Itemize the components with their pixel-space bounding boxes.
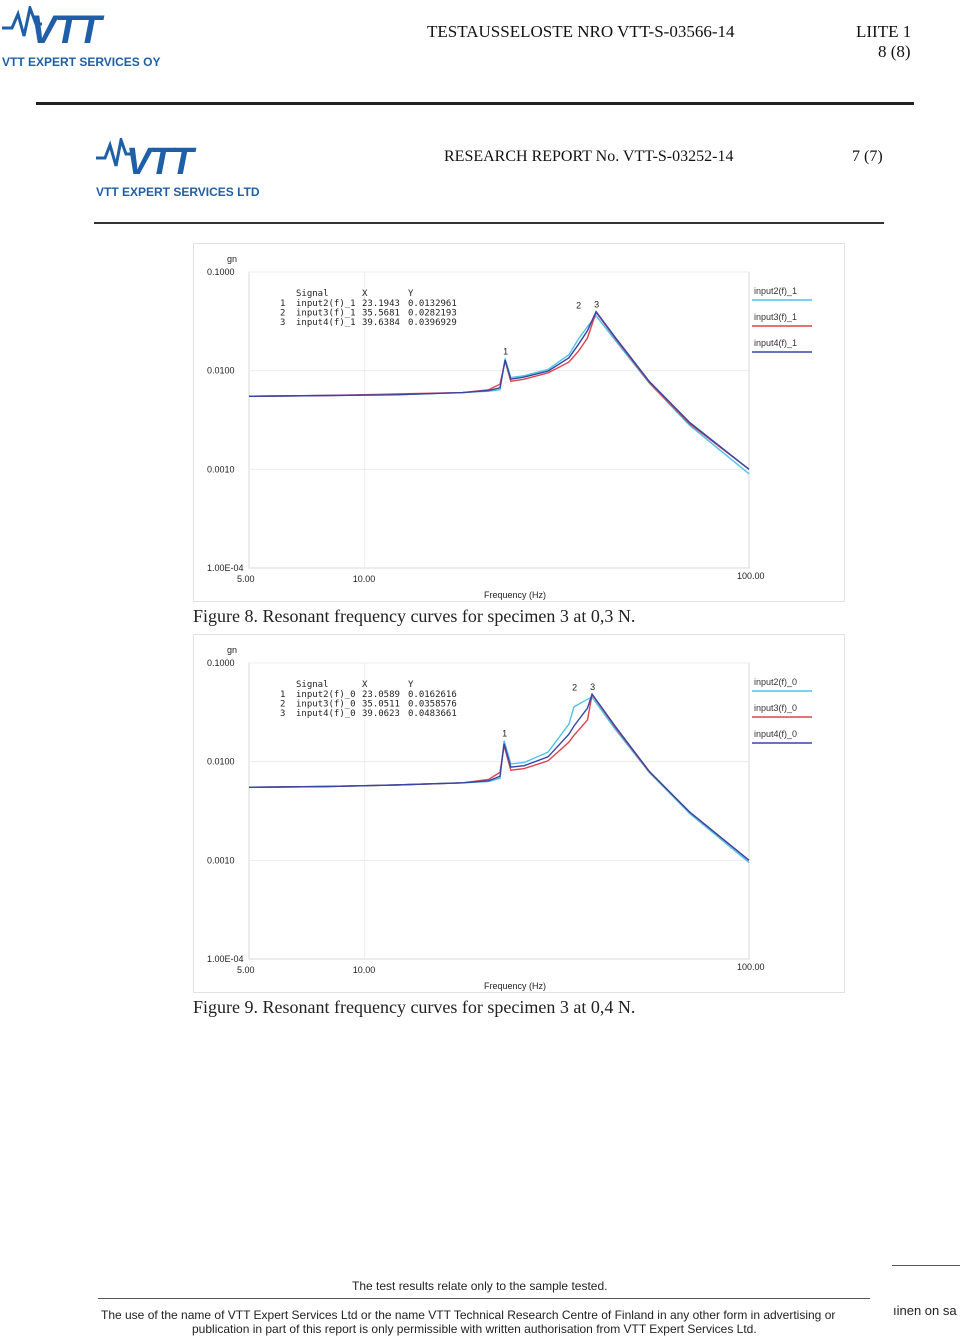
series-line-input3(f)_1	[248, 310, 750, 470]
cursor-table-cell: input3(f)_1	[296, 309, 356, 319]
y-tick-label: 0.0100	[207, 757, 235, 767]
logo: VTT	[30, 8, 102, 52]
cursor-table-cell: 3	[280, 318, 285, 328]
peak-marker-label: 1	[502, 729, 507, 739]
cursor-table-cell: 0.0282193	[408, 309, 457, 319]
cursor-table-cell: 0.0162616	[408, 690, 457, 700]
y-tick-label: 1.00E-04	[207, 954, 244, 964]
inner-report-title: RESEARCH REPORT No. VTT-S-03252-14	[444, 148, 734, 165]
inner-header-rule	[94, 222, 884, 224]
series-line-input2(f)_1	[248, 314, 750, 475]
legend-label-input3(f)_1: input3(f)_1	[754, 312, 797, 322]
cursor-table-header: X	[362, 680, 368, 690]
page-number: 8 (8)	[878, 42, 911, 61]
footer-line-1: The use of the name of VTT Expert Servic…	[101, 1308, 836, 1322]
y-tick-label: 0.0010	[207, 464, 235, 474]
footer-rule	[98, 1298, 870, 1299]
y-axis-label: gn	[227, 254, 237, 264]
report-title: TESTAUSSELOSTE NRO VTT-S-03566-14	[427, 22, 735, 41]
footer-note: The test results relate only to the samp…	[352, 1279, 608, 1293]
cursor-table-cell: input4(f)_0	[296, 709, 356, 719]
chart-figure-9-svg: gn 0.1000 0.0100 0.0010 1.00E-045.00 10.00 100…	[207, 645, 812, 991]
cursor-table-cell: 35.0511	[362, 700, 400, 710]
peak-marker-label: 1	[503, 346, 508, 356]
cursor-table-cell: 3	[280, 709, 285, 719]
cursor-table-cell: 39.0623	[362, 709, 400, 719]
appendix-label: LIITE 1	[856, 22, 912, 41]
cursor-table-cell: 0.0358576	[408, 700, 457, 710]
chart-figure-8: gn 0.1000 0.0100 0.0010 1.00E-04 5.00 10.00 100…	[193, 243, 845, 602]
cursor-table-cell: 0.0132961	[408, 299, 457, 309]
cursor-table-cell: input2(f)_0	[296, 690, 356, 700]
chart-figure-9: gn 0.1000 0.0100 0.0010 1.00E-04 5.00 10.00 100…	[193, 634, 845, 993]
x-tick-label: 10.00	[353, 574, 376, 584]
x-axis-label: Frequency (Hz)	[484, 590, 546, 600]
y-tick-label: 0.1000	[207, 267, 235, 277]
chart-figure-8-svg: gn 0.1000 0.0100 0.0010 1.00E-045.00 10.00 100…	[207, 254, 812, 600]
legend-label-input2(f)_0: input2(f)_0	[754, 677, 797, 687]
x-tick-label: 5.00	[237, 965, 255, 975]
cursor-table-header: X	[362, 289, 368, 299]
cursor-table-cell: 2	[280, 700, 285, 710]
x-tick-label: 100.00	[737, 571, 765, 581]
y-tick-label: 0.1000	[207, 658, 235, 668]
x-axis-label: Frequency (Hz)	[484, 981, 546, 991]
caption-figure-8: Figure 8. Resonant frequency curves for …	[193, 606, 636, 626]
cursor-table-header: Signal	[296, 680, 329, 690]
logo-wave-icon	[2, 6, 42, 37]
cursor-table-cell: input3(f)_0	[296, 700, 356, 710]
cursor-table-header: Y	[408, 680, 414, 690]
legend-label-input3(f)_0: input3(f)_0	[754, 703, 797, 713]
legend-label-input4(f)_1: input4(f)_1	[754, 338, 797, 348]
peak-marker-label: 3	[594, 300, 599, 310]
cursor-table-cell: 1	[280, 299, 285, 309]
y-tick-label: 1.00E-04	[207, 563, 244, 573]
inner-page-number: 7 (7)	[852, 148, 883, 165]
inner-logo-wave-icon	[96, 138, 132, 167]
legend-label-input4(f)_0: input4(f)_0	[754, 729, 797, 739]
series-line-input4(f)_0	[248, 692, 750, 861]
cursor-table-cell: 0.0483661	[408, 709, 457, 719]
peak-marker-label: 3	[590, 682, 595, 692]
peak-marker-label: 2	[572, 682, 577, 692]
cursor-table-cell: 2	[280, 309, 285, 319]
cursor-table-cell: 0.0396929	[408, 318, 457, 328]
x-tick-label: 10.00	[353, 965, 376, 975]
cursor-table-header: Y	[408, 289, 414, 299]
cursor-table-cell: 39.6384	[362, 318, 400, 328]
logo-subtitle: VTT EXPERT SERVICES OY	[2, 55, 161, 69]
y-tick-label: 0.0100	[207, 366, 235, 376]
legend-label-input2(f)_1: input2(f)_1	[754, 286, 797, 296]
caption-figure-9: Figure 9. Resonant frequency curves for …	[193, 997, 636, 1017]
side-rule	[892, 1265, 960, 1266]
y-axis-label: gn	[227, 645, 237, 655]
cursor-table-cell: input2(f)_1	[296, 299, 356, 309]
cursor-table-cell: input4(f)_1	[296, 318, 356, 328]
x-tick-label: 5.00	[237, 574, 255, 584]
inner-logo-subtitle: VTT EXPERT SERVICES LTD	[96, 185, 260, 199]
header-rule	[36, 102, 914, 105]
series-line-input4(f)_1	[248, 310, 750, 470]
cursor-table-cell: 23.1943	[362, 299, 400, 309]
footer-line-2: publication in part of this report is on…	[192, 1322, 757, 1336]
x-tick-label: 100.00	[737, 962, 765, 972]
cursor-table-cell: 35.5681	[362, 309, 400, 319]
y-tick-label: 0.0010	[207, 855, 235, 865]
cursor-table-cell: 23.0589	[362, 690, 400, 700]
peak-marker-label: 2	[576, 300, 581, 310]
cursor-table-cell: 1	[280, 690, 285, 700]
series-line-input2(f)_0	[248, 696, 750, 864]
cursor-table-header: Signal	[296, 289, 329, 299]
side-text-fragment: ıinen on sa	[893, 1303, 957, 1318]
inner-logo: VTT	[126, 141, 194, 183]
